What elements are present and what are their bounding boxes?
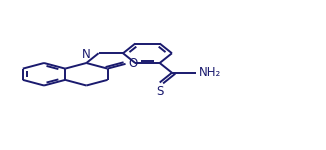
Text: O: O [128, 57, 137, 70]
Text: N: N [82, 48, 91, 61]
Text: NH₂: NH₂ [199, 66, 221, 79]
Text: S: S [156, 85, 163, 99]
